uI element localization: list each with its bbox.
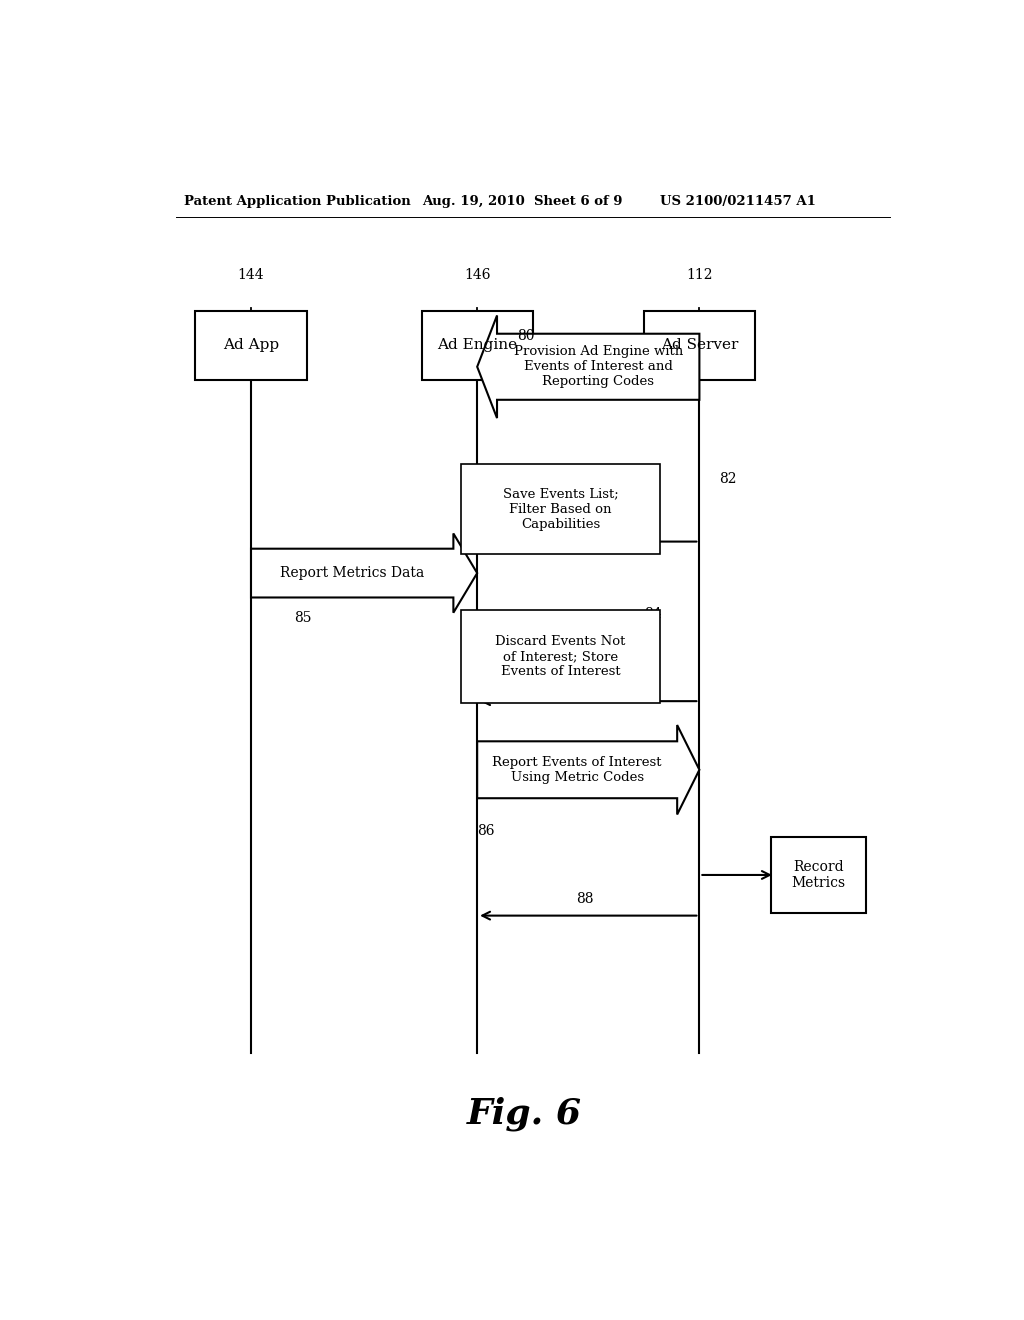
Text: 112: 112 — [686, 268, 713, 282]
FancyBboxPatch shape — [771, 837, 866, 913]
Text: 86: 86 — [477, 824, 495, 838]
Text: Record
Metrics: Record Metrics — [792, 859, 846, 890]
Text: Discard Events Not
of Interest; Store
Events of Interest: Discard Events Not of Interest; Store Ev… — [496, 635, 626, 678]
Polygon shape — [477, 725, 699, 814]
FancyBboxPatch shape — [196, 312, 306, 380]
Text: 146: 146 — [464, 268, 490, 282]
Text: 144: 144 — [238, 268, 264, 282]
Text: Aug. 19, 2010  Sheet 6 of 9: Aug. 19, 2010 Sheet 6 of 9 — [422, 194, 623, 207]
Text: Patent Application Publication: Patent Application Publication — [183, 194, 411, 207]
Text: Report Metrics Data: Report Metrics Data — [281, 566, 424, 579]
FancyBboxPatch shape — [462, 610, 659, 704]
Text: US 2100/0211457 A1: US 2100/0211457 A1 — [659, 194, 815, 207]
Polygon shape — [251, 533, 477, 612]
FancyBboxPatch shape — [462, 465, 659, 554]
Text: 85: 85 — [294, 611, 311, 624]
Text: Provision Ad Engine with
Events of Interest and
Reporting Codes: Provision Ad Engine with Events of Inter… — [514, 346, 683, 388]
Text: 84: 84 — [644, 607, 662, 620]
Text: 82: 82 — [719, 471, 736, 486]
Text: Save Events List;
Filter Based on
Capabilities: Save Events List; Filter Based on Capabi… — [503, 487, 618, 531]
Polygon shape — [477, 315, 699, 418]
Text: Ad App: Ad App — [223, 338, 280, 352]
Text: Report Events of Interest
Using Metric Codes: Report Events of Interest Using Metric C… — [493, 756, 662, 784]
Text: Ad Engine: Ad Engine — [437, 338, 517, 352]
FancyBboxPatch shape — [644, 312, 755, 380]
Text: 80: 80 — [517, 329, 535, 343]
Text: 88: 88 — [577, 892, 594, 907]
FancyBboxPatch shape — [422, 312, 532, 380]
Text: Ad Server: Ad Server — [660, 338, 738, 352]
Text: Fig. 6: Fig. 6 — [467, 1097, 583, 1131]
